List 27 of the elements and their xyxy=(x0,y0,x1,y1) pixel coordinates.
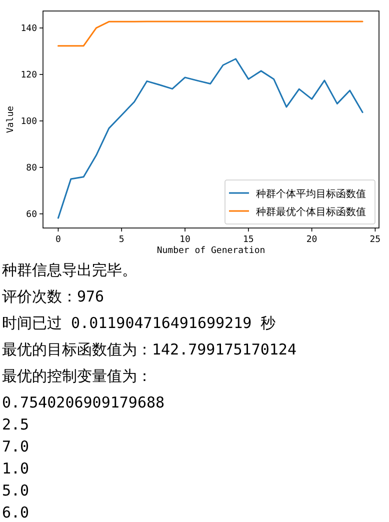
x-tick-label: 15 xyxy=(242,235,254,245)
line-series xyxy=(57,20,364,47)
text: 时间已过 0.011904716491699219 秒 xyxy=(2,314,276,332)
text: 5.0 xyxy=(2,482,30,500)
y-tick-label: 140 xyxy=(20,24,37,34)
text: 最优的目标函数值为：142.799175170124 xyxy=(2,340,296,358)
y-tick-label: 100 xyxy=(20,116,37,127)
y-tick-label: 80 xyxy=(26,163,37,174)
x-axis-title: Number of Generation xyxy=(156,246,266,256)
y-axis-title: Value xyxy=(6,106,16,134)
text: 最优的控制变量值为： xyxy=(2,367,152,385)
legend-label: 种群最优个体目标函数值 xyxy=(256,206,366,218)
y-tick-label: 60 xyxy=(26,210,37,220)
x-tick-label: 10 xyxy=(180,235,190,245)
y-tick-label: 120 xyxy=(20,70,37,80)
text: 评价次数：976 xyxy=(2,288,104,306)
legend-label: 种群个体平均目标函数值 xyxy=(256,188,366,200)
x-tick-label: 25 xyxy=(370,235,381,245)
text: 7.0 xyxy=(2,438,30,456)
text: 1.0 xyxy=(2,460,30,478)
x-tick-label: 20 xyxy=(306,235,318,245)
x-tick-label: 5 xyxy=(118,235,124,245)
text: 2.5 xyxy=(2,416,30,434)
x-tick-label: 0 xyxy=(56,235,61,245)
text: 0.7540206909179688 xyxy=(2,394,165,412)
text: 6.0 xyxy=(2,504,30,522)
text: 种群信息导出完毕。 xyxy=(2,261,137,279)
